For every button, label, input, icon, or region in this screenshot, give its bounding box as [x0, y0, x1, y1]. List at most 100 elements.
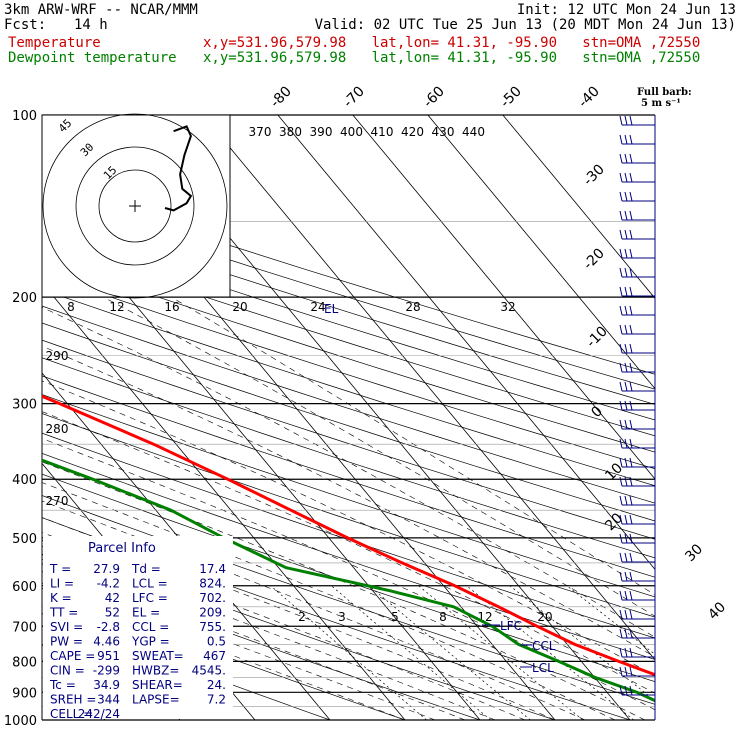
moist-adiabat-line	[42, 545, 496, 720]
wind-barb-flag	[619, 666, 623, 677]
isotherm-top-label: -60	[420, 83, 447, 110]
parcel-row-label: LFC =	[132, 591, 168, 605]
parcel-row-value: 52	[105, 606, 120, 620]
dewpoint-profile	[42, 458, 655, 703]
wind-barb-flag	[629, 343, 633, 354]
wind-barb-flag	[629, 533, 633, 544]
parcel-row-label: CAPE =	[50, 649, 95, 663]
isotherm-side-label: -30	[580, 161, 607, 188]
isotherm-line	[202, 115, 655, 661]
wind-barb-flag	[624, 324, 628, 335]
wind-barb-flag	[629, 134, 633, 145]
valid-time: Valid: 02 UTC Tue 25 Jun 13 (20 MDT Mon …	[314, 17, 736, 33]
parcel-row-value: 17.4	[199, 562, 226, 576]
pressure-label: 800	[12, 655, 37, 670]
wind-barb-flag	[624, 419, 628, 430]
el-marker: EL	[324, 302, 339, 316]
parcel-row-label: EL =	[132, 606, 160, 620]
parcel-row-value: 0.5	[207, 635, 226, 649]
wind-barb-flag	[629, 571, 633, 582]
parcel-row-label: SHEAR=	[132, 678, 183, 692]
pressure-label: 400	[12, 473, 37, 488]
wind-barb-flag	[624, 115, 628, 126]
model-title: 3km ARW-WRF -- NCAR/MMM	[4, 2, 198, 18]
parcel-info-panel	[43, 536, 233, 719]
isotherm-top-label: -70	[340, 83, 367, 110]
pressure-label: 300	[12, 398, 37, 413]
wind-barb-flag	[624, 248, 628, 259]
pressure-label: 600	[12, 580, 37, 595]
mixing-ratio-label: 2	[298, 610, 306, 624]
moist-adiabat-line	[42, 380, 655, 676]
wind-barb-flag	[629, 647, 633, 658]
lcl-marker: LCL	[532, 661, 554, 675]
wind-barb-flag	[624, 552, 628, 563]
temperature-legend: Temperature	[8, 35, 101, 51]
wind-barb-flag	[629, 248, 633, 259]
parcel-row-label: LI =	[50, 577, 74, 591]
isotherm-line	[502, 115, 655, 299]
mixing-ratio-label: 8	[439, 610, 447, 624]
wind-barb-flag	[619, 609, 623, 620]
dewpoint-legend: Dewpoint temperature	[8, 50, 177, 66]
wind-barb-flag	[619, 685, 623, 696]
wind-barb-flag	[629, 438, 633, 449]
wind-barb-flag	[624, 286, 628, 297]
parcel-row-label: SWEAT=	[132, 649, 184, 663]
wind-barb-flag	[629, 267, 633, 278]
wind-barb-flag	[624, 685, 628, 696]
wind-barb-flag	[619, 286, 623, 297]
wind-barb-flag	[619, 324, 623, 335]
wind-barb-flag	[624, 172, 628, 183]
pressure-label: 500	[12, 532, 37, 547]
wind-barb-flag	[629, 609, 633, 620]
wind-barb-flag	[624, 571, 628, 582]
dewpoint-location: x,y=531.96,579.98 lat,lon= 41.31, -95.90…	[203, 50, 701, 66]
mixing-ratio-label: 3	[338, 610, 346, 624]
pressure-label: 900	[12, 686, 37, 701]
isotherm-line	[352, 115, 655, 480]
pressure-label: 200	[12, 291, 37, 306]
wind-scale-tick: 20	[232, 300, 247, 314]
parcel-row-label: CIN =	[50, 664, 85, 678]
wind-barb-flag	[619, 419, 623, 430]
wind-barb-flag	[619, 381, 623, 392]
mixing-ratio-line	[466, 585, 635, 720]
wind-barb-flag	[629, 457, 633, 468]
wind-barb-flag	[624, 191, 628, 202]
wind-barb-flag	[629, 210, 633, 221]
parcel-row-label: Tc =	[49, 678, 76, 692]
wind-barb-flag	[629, 419, 633, 430]
isotherm-side-label: -10	[583, 323, 610, 350]
parcel-row-label: SREH =	[50, 693, 96, 707]
isotherm-side-label: 0	[588, 403, 606, 421]
wind-barb-flag	[619, 210, 623, 221]
wind-scale-tick: 16	[164, 300, 179, 314]
wind-barb-flag	[629, 381, 633, 392]
wind-barb-flag	[619, 362, 623, 373]
hodograph-ring	[98, 169, 172, 243]
wind-barb-flag	[619, 438, 623, 449]
parcel-row-label: K =	[50, 591, 72, 605]
parcel-row-label: TT =	[49, 606, 78, 620]
wind-barb-flag	[619, 495, 623, 506]
mixing-ratio-line	[270, 585, 427, 720]
wind-barb-flag	[624, 514, 628, 525]
barb-legend-unit: 5 m s⁻¹	[641, 98, 681, 109]
parcel-row-value: 24.	[207, 678, 226, 692]
wind-barb-flag	[629, 229, 633, 240]
theta-e-label: 420	[401, 125, 424, 139]
isotherm-side-label: 40	[705, 599, 729, 623]
wind-barb-flag	[619, 305, 623, 316]
parcel-row-label: LAPSE=	[132, 693, 180, 707]
parcel-row-value: 242/24	[78, 707, 120, 721]
wind-barb-flag	[624, 267, 628, 278]
forecast-hour: 14 h	[74, 17, 108, 33]
wind-barb-flag	[629, 153, 633, 164]
wind-barb-flag	[619, 552, 623, 563]
parcel-row-value: -2.8	[97, 620, 120, 634]
theta-e-label: 430	[432, 125, 455, 139]
wind-barb-flag	[619, 647, 623, 658]
wind-barb-flag	[629, 628, 633, 639]
